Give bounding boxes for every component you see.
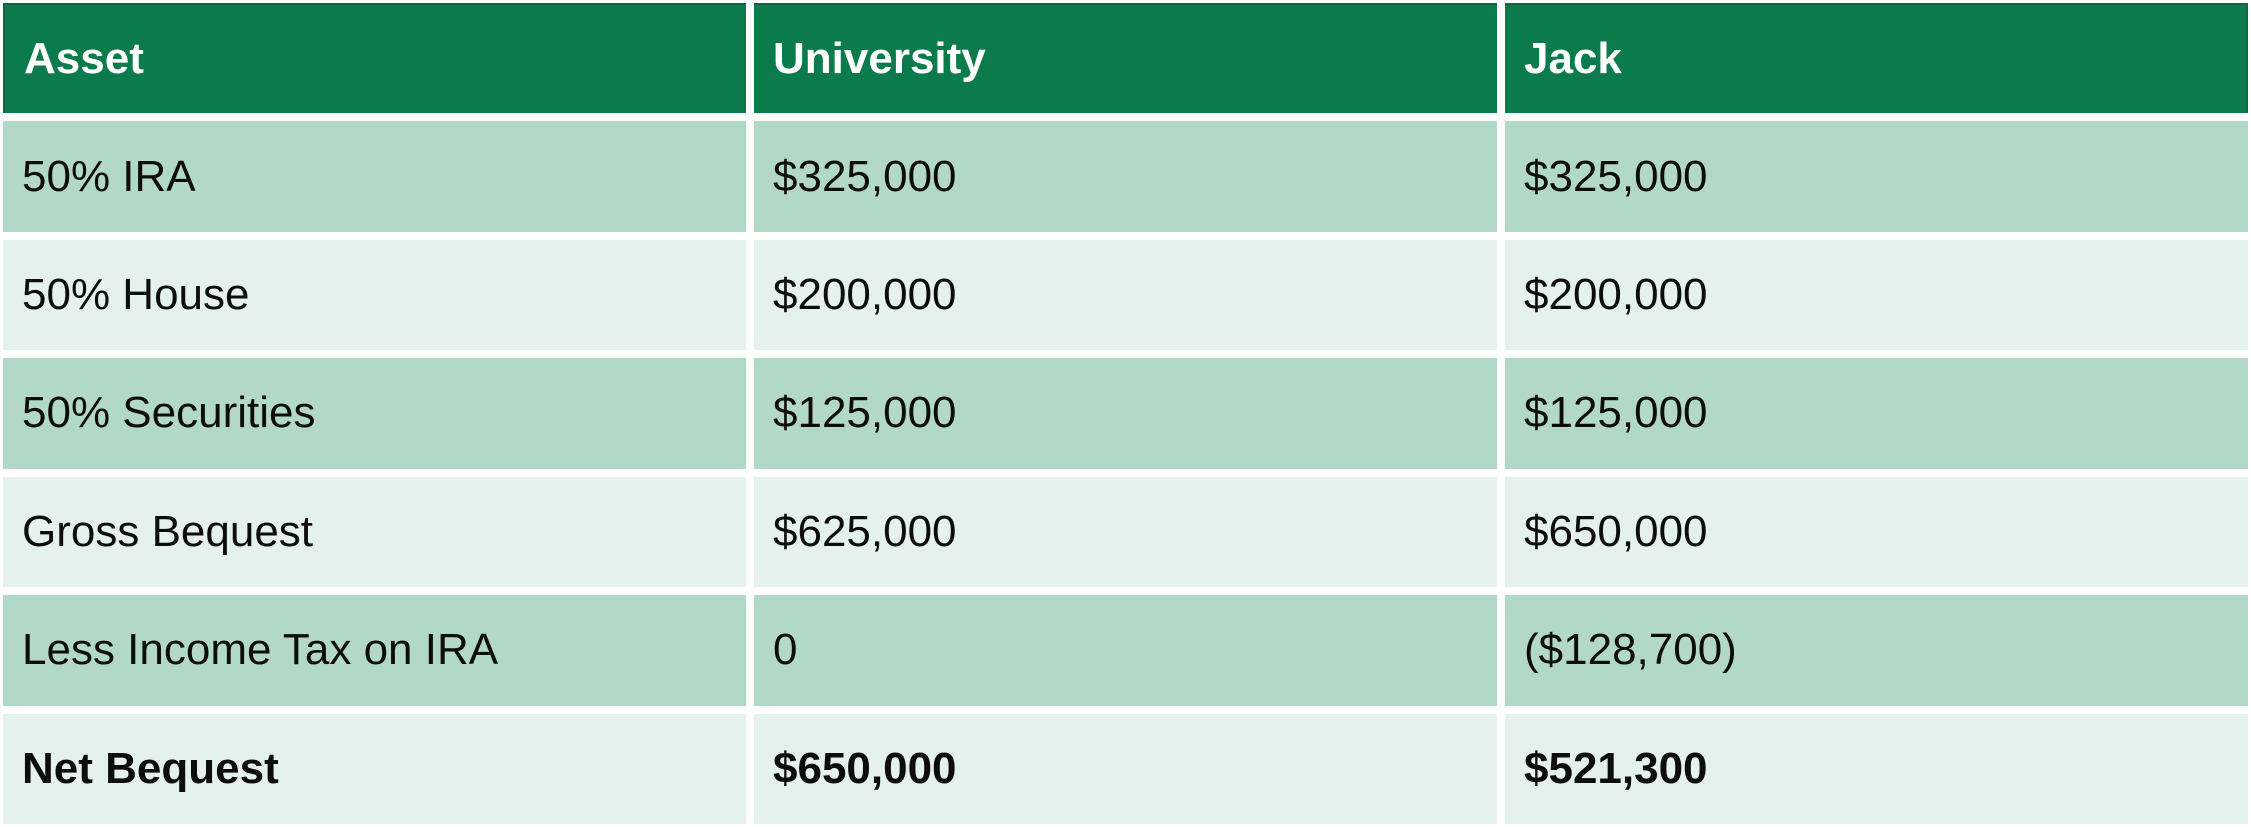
cell-university-value: $625,000: [754, 476, 1497, 588]
cell-jack-value: $325,000: [1505, 121, 2248, 232]
header-cell-jack: Jack: [1505, 3, 2248, 114]
cell-jack-value: ($128,700): [1505, 595, 2248, 706]
cell-asset-label: 50% Securities: [3, 358, 746, 469]
table-row: 50% House $200,000 $200,000: [3, 239, 2248, 351]
cell-jack-value: $650,000: [1505, 476, 2248, 588]
table-row: 50% Securities $125,000 $125,000: [3, 358, 2248, 469]
header-cell-university: University: [754, 3, 1497, 114]
cell-jack-value: $125,000: [1505, 358, 2248, 469]
cell-asset-label: 50% IRA: [3, 121, 746, 232]
cell-asset-label: Gross Bequest: [3, 476, 746, 588]
cell-university-value: $125,000: [754, 358, 1497, 469]
cell-asset-label: Net Bequest: [3, 713, 746, 824]
table-row: 50% IRA $325,000 $325,000: [3, 121, 2248, 232]
table-row: Gross Bequest $625,000 $650,000: [3, 476, 2248, 588]
cell-university-value: $650,000: [754, 713, 1497, 824]
cell-jack-value: $200,000: [1505, 239, 2248, 351]
cell-asset-label: Less Income Tax on IRA: [3, 595, 746, 706]
header-cell-asset: Asset: [3, 3, 746, 114]
table-row: Less Income Tax on IRA 0 ($128,700): [3, 595, 2248, 706]
cell-asset-label: 50% House: [3, 239, 746, 351]
cell-university-value: $325,000: [754, 121, 1497, 232]
cell-university-value: 0: [754, 595, 1497, 706]
table-header-row: Asset University Jack: [3, 3, 2248, 114]
cell-jack-value: $521,300: [1505, 713, 2248, 824]
table-total-row: Net Bequest $650,000 $521,300: [3, 713, 2248, 824]
cell-university-value: $200,000: [754, 239, 1497, 351]
